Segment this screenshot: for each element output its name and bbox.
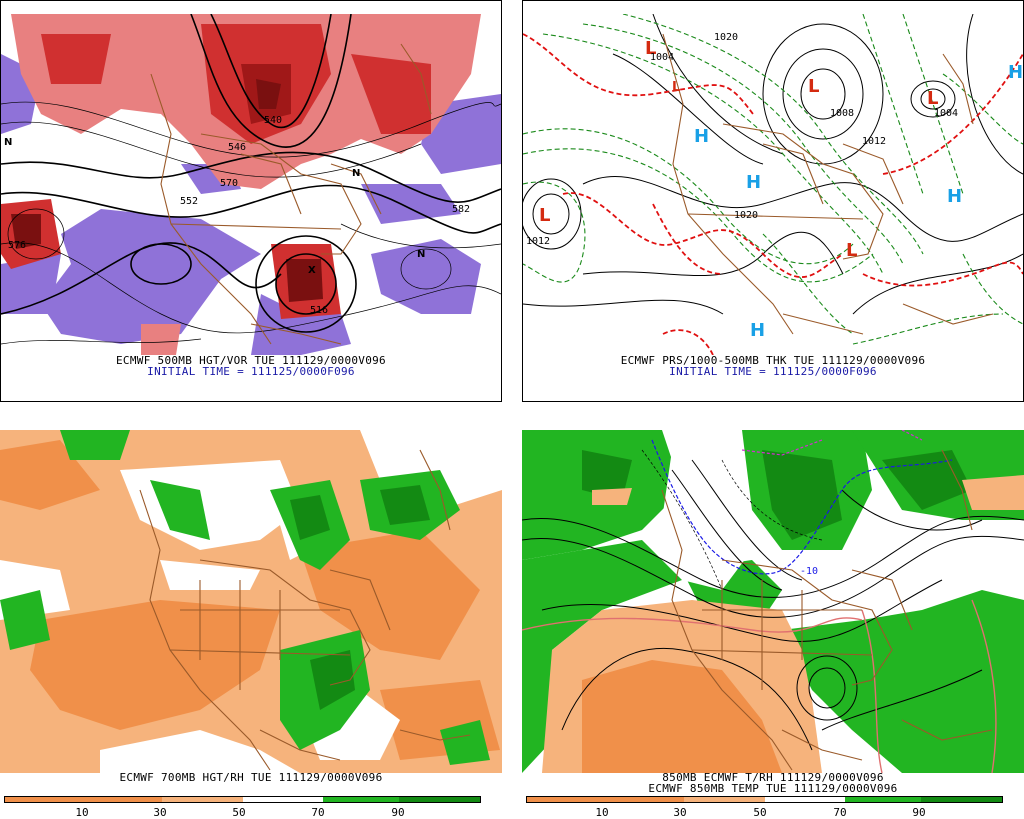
colorbar-swatch-dry-dark bbox=[5, 797, 162, 802]
low-center: L bbox=[808, 76, 820, 97]
high-center: H bbox=[1008, 62, 1024, 83]
colorbar-swatch-moist-dark bbox=[921, 797, 1002, 802]
low-center: L bbox=[672, 80, 681, 95]
isobar-label: 1012 bbox=[862, 136, 887, 147]
contour-label: 516 bbox=[310, 305, 329, 316]
pressure-map bbox=[523, 14, 1023, 355]
colorbar-tick: 50 bbox=[753, 806, 767, 819]
colorbar-tick: 70 bbox=[833, 806, 847, 819]
colorbar-swatch-neutral bbox=[242, 797, 324, 802]
colorbar-tick: 90 bbox=[391, 806, 405, 819]
panel-prs-thickness: L L L L L L H H H H H 1020 1004 1008 101… bbox=[522, 0, 1024, 402]
contour-label: 576 bbox=[8, 240, 27, 251]
vorticity-map bbox=[1, 14, 501, 355]
contour-label: 582 bbox=[452, 204, 471, 215]
colorbar-tick: 10 bbox=[75, 806, 89, 819]
panel-caption-secondary: ECMWF 850MB TEMP TUE 111129/0000V096 bbox=[648, 782, 898, 795]
isobar-label: 1012 bbox=[526, 236, 551, 247]
panel-500mb-hgt-vor: N N N X 546 552 570 582 576 540 516 ECMW… bbox=[0, 0, 502, 402]
high-center: H bbox=[750, 320, 766, 341]
contour-label: 546 bbox=[228, 142, 247, 153]
center-x: X bbox=[308, 265, 316, 276]
contour-label: 570 bbox=[220, 178, 239, 189]
contour-label: -10 bbox=[800, 566, 819, 577]
panel-850mb-t-rh: -10 850MB ECMWF T/RH 111129/0000V096 ECM… bbox=[522, 420, 1024, 819]
panel-caption: ECMWF PRS/1000-500MB THK TUE 111129/0000… bbox=[620, 354, 926, 367]
isobar-label: 1004 bbox=[650, 52, 675, 63]
center-n-2: N bbox=[417, 249, 426, 260]
contour-label: 540 bbox=[264, 115, 283, 126]
high-center: H bbox=[947, 186, 963, 207]
initial-time-caption: INITIAL TIME = 111125/0000F096 bbox=[147, 365, 355, 378]
isobar-label: 1008 bbox=[830, 108, 855, 119]
initial-time-caption: INITIAL TIME = 111125/0000F096 bbox=[669, 365, 877, 378]
high-center: H bbox=[694, 126, 710, 147]
rh-colorbar bbox=[4, 796, 481, 803]
colorbar-swatch-neutral bbox=[764, 797, 846, 802]
colorbar-tick: 10 bbox=[595, 806, 609, 819]
contour-label: 552 bbox=[180, 196, 199, 207]
low-center: L bbox=[539, 205, 551, 226]
colorbar-tick: 30 bbox=[673, 806, 687, 819]
high-center: H bbox=[746, 172, 762, 193]
panel-caption: ECMWF 700MB HGT/RH TUE 111129/0000V096 bbox=[119, 771, 383, 784]
low-center: L bbox=[645, 38, 657, 59]
isobar-label: 1020 bbox=[734, 210, 759, 221]
panel-caption: 850MB ECMWF T/RH 111129/0000V096 bbox=[662, 771, 884, 784]
humidity-map bbox=[0, 430, 502, 773]
colorbar-tick: 90 bbox=[912, 806, 926, 819]
rh-colorbar bbox=[526, 796, 1003, 803]
low-center: L bbox=[927, 88, 939, 109]
colorbar-swatch-dry-light bbox=[161, 797, 243, 802]
colorbar-swatch-dry-light bbox=[683, 797, 765, 802]
colorbar-tick: 30 bbox=[153, 806, 167, 819]
isobar-label: 1004 bbox=[934, 108, 959, 119]
colorbar-swatch-dry-dark bbox=[527, 797, 684, 802]
center-n-1: N bbox=[4, 137, 13, 148]
center-n-3: N bbox=[352, 168, 361, 179]
colorbar-tick: 70 bbox=[311, 806, 325, 819]
panel-700mb-hgt-rh: ECMWF 700MB HGT/RH TUE 111129/0000V096 1… bbox=[0, 420, 502, 819]
temperature-humidity-map bbox=[522, 430, 1024, 773]
colorbar-swatch-moist-dark bbox=[399, 797, 480, 802]
colorbar-swatch-moist-light bbox=[323, 797, 400, 802]
colorbar-tick: 50 bbox=[232, 806, 246, 819]
isobar-label: 1020 bbox=[714, 32, 739, 43]
panel-caption: ECMWF 500MB HGT/VOR TUE 111129/0000V096 bbox=[116, 354, 386, 367]
colorbar-swatch-moist-light bbox=[845, 797, 922, 802]
low-center: L bbox=[846, 240, 858, 261]
